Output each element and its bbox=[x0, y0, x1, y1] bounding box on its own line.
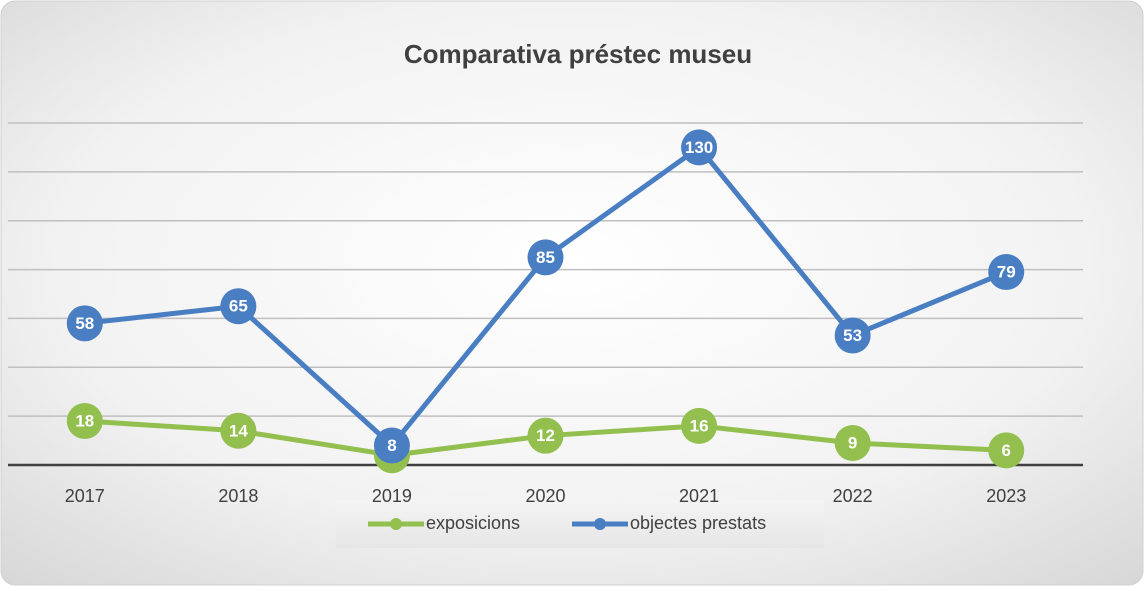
x-tick-label: 2021 bbox=[679, 486, 719, 506]
data-label: 130 bbox=[685, 138, 713, 157]
marker bbox=[66, 403, 103, 440]
data-label: 6 bbox=[1001, 441, 1010, 460]
marker bbox=[220, 288, 257, 325]
x-tick-label: 2019 bbox=[372, 486, 412, 506]
marker bbox=[681, 129, 718, 166]
data-label: 18 bbox=[75, 412, 94, 431]
data-label: 12 bbox=[536, 426, 555, 445]
x-tick-label: 2018 bbox=[218, 486, 258, 506]
data-label: 85 bbox=[536, 248, 555, 267]
legend-label: exposicions bbox=[426, 513, 520, 533]
marker bbox=[373, 427, 410, 464]
x-tick-label: 2017 bbox=[65, 486, 105, 506]
data-label: 65 bbox=[229, 297, 248, 316]
chart-title: Comparativa préstec museu bbox=[404, 39, 752, 69]
data-label: 79 bbox=[997, 262, 1016, 281]
marker bbox=[988, 254, 1025, 291]
marker bbox=[220, 412, 257, 449]
x-tick-label: 2020 bbox=[525, 486, 565, 506]
data-label: 9 bbox=[848, 433, 857, 452]
marker bbox=[681, 407, 718, 444]
x-tick-label: 2022 bbox=[833, 486, 873, 506]
marker bbox=[988, 432, 1025, 469]
marker bbox=[834, 317, 871, 354]
legend-marker bbox=[390, 518, 402, 530]
marker bbox=[527, 417, 564, 454]
legend-label: objectes prestats bbox=[630, 513, 766, 533]
x-tick-label: 2023 bbox=[986, 486, 1026, 506]
data-label: 53 bbox=[843, 326, 862, 345]
data-label: 58 bbox=[75, 314, 94, 333]
data-label: 16 bbox=[690, 416, 709, 435]
marker bbox=[834, 425, 871, 462]
data-label: 8 bbox=[387, 436, 396, 455]
data-label: 14 bbox=[229, 421, 248, 440]
marker bbox=[66, 305, 103, 342]
marker bbox=[527, 239, 564, 276]
legend-marker bbox=[594, 518, 606, 530]
